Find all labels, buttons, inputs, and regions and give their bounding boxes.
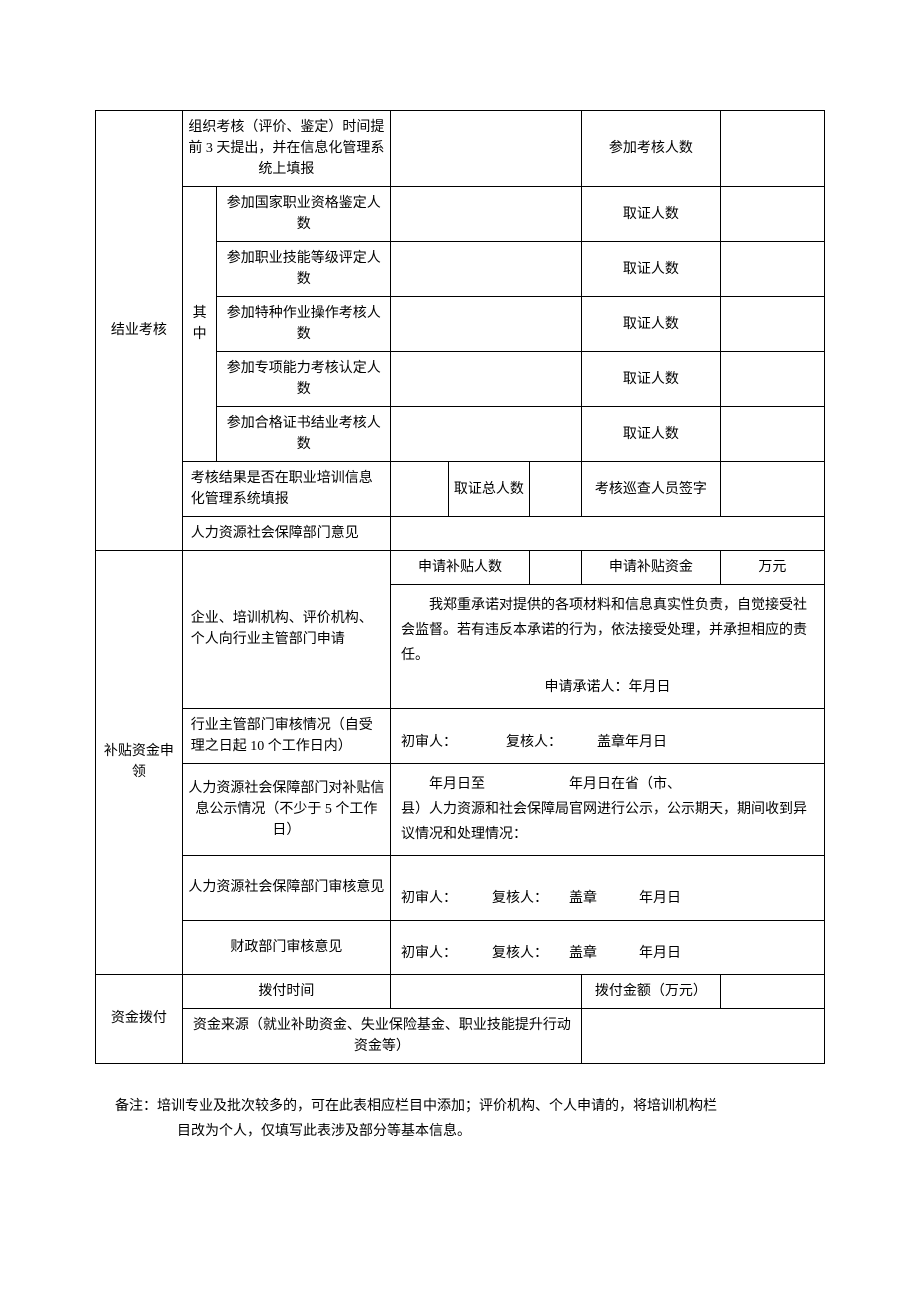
s1-sub2: 参加职业技能等级评定人数 [217, 242, 391, 297]
s1-row7-right: 考核巡查人员签字 [581, 462, 720, 517]
s2-row3-content-cell[interactable]: 年月日至 年月日在省（市、 县）人力资源和社会保障局官网进行公示，公示期天，期间… [391, 763, 825, 856]
s2-sub-a: 申请补贴人数 [391, 551, 530, 585]
s3-row1-right-blank[interactable] [720, 974, 824, 1008]
s1-sub5-right-blank[interactable] [720, 407, 824, 462]
s1-row7-label: 考核结果是否在职业培训信息化管理系统填报 [182, 462, 390, 517]
s3-row1-blank[interactable] [391, 974, 582, 1008]
s1-row1-right-blank[interactable] [720, 111, 824, 187]
s2-row4-content[interactable]: 初审人： 复核人： 盖章 年月日 [391, 856, 825, 920]
s1-sub2-right-blank[interactable] [720, 242, 824, 297]
s1-sub4-right: 取证人数 [581, 352, 720, 407]
section3-title: 资金拨付 [96, 974, 183, 1063]
s1-row8-blank[interactable] [391, 517, 825, 551]
s2-sub-b: 申请补贴资金 [581, 551, 720, 585]
s1-sub3-right-blank[interactable] [720, 297, 824, 352]
s1-sub4-blank[interactable] [391, 352, 582, 407]
s1-sub3-blank[interactable] [391, 297, 582, 352]
s2-row5-label: 财政部门审核意见 [182, 920, 390, 974]
s1-row7-blank1[interactable] [391, 462, 449, 517]
s3-row1-right: 拨付金额（万元） [581, 974, 720, 1008]
section2-title: 补贴资金申领 [96, 551, 183, 975]
notes-line1: 备注：培训专业及批次较多的，可在此表相应栏目中添加；评价机构、个人申请的，将培训… [115, 1094, 825, 1119]
s1-sub5: 参加合格证书结业考核人数 [217, 407, 391, 462]
s1-sub3-right: 取证人数 [581, 297, 720, 352]
s1-row1-blank[interactable] [391, 111, 582, 187]
s2-row5-content[interactable]: 初审人： 复核人： 盖章 年月日 [391, 920, 825, 974]
notes-block: 备注：培训专业及批次较多的，可在此表相应栏目中添加；评价机构、个人申请的，将培训… [95, 1094, 825, 1144]
s1-qizhong: 其中 [182, 187, 217, 462]
s2-row1-label: 企业、培训机构、评价机构、个人向行业主管部门申请 [182, 551, 390, 709]
s1-row8-label: 人力资源社会保障部门意见 [182, 517, 390, 551]
s3-row2-label: 资金来源（就业补助资金、失业保险基金、职业技能提升行动资金等） [182, 1008, 581, 1063]
s2-sub-b-val: 万元 [720, 551, 824, 585]
s1-row7-blank2[interactable] [529, 462, 581, 517]
s2-row2-content[interactable]: 初审人： 复核人： 盖章年月日 [391, 708, 825, 763]
s1-sub1-blank[interactable] [391, 187, 582, 242]
s2-row3-content: 年月日至 年月日在省（市、 县）人力资源和社会保障局官网进行公示，公示期天，期间… [401, 772, 814, 848]
s2-sub-a-blank[interactable] [529, 551, 581, 585]
s2-declaration-sign: 申请承诺人：年月日 [401, 675, 814, 700]
s1-sub3: 参加特种作业操作考核人数 [217, 297, 391, 352]
s1-sub2-right: 取证人数 [581, 242, 720, 297]
s1-row1-right-label: 参加考核人数 [581, 111, 720, 187]
s3-row2-blank[interactable] [581, 1008, 824, 1063]
s1-sub5-right: 取证人数 [581, 407, 720, 462]
s2-declaration-cell: 我郑重承诺对提供的各项材料和信息真实性负责，自觉接受社会监督。若有违反本承诺的行… [391, 585, 825, 709]
notes-line2: 目改为个人，仅填写此表涉及部分等基本信息。 [115, 1119, 825, 1144]
section1-title: 结业考核 [96, 111, 183, 551]
s2-declaration-text: 我郑重承诺对提供的各项材料和信息真实性负责，自觉接受社会监督。若有违反本承诺的行… [401, 593, 814, 669]
form-table: 结业考核 组织考核（评价、鉴定）时间提前 3 天提出，并在信息化管理系统上填报 … [95, 110, 825, 1064]
s1-row1-label: 组织考核（评价、鉴定）时间提前 3 天提出，并在信息化管理系统上填报 [182, 111, 390, 187]
s1-sub1-right-blank[interactable] [720, 187, 824, 242]
s1-sub5-blank[interactable] [391, 407, 582, 462]
s2-row2-label: 行业主管部门审核情况（自受理之日起 10 个工作日内） [182, 708, 390, 763]
s1-sub4: 参加专项能力考核认定人数 [217, 352, 391, 407]
s1-sub1-right: 取证人数 [581, 187, 720, 242]
s1-sub2-blank[interactable] [391, 242, 582, 297]
s2-row4-label: 人力资源社会保障部门审核意见 [182, 856, 390, 920]
s1-sub1: 参加国家职业资格鉴定人数 [217, 187, 391, 242]
s1-row7-right-blank[interactable] [720, 462, 824, 517]
s2-row3-label: 人力资源社会保障部门对补贴信息公示情况（不少于 5 个工作日） [182, 763, 390, 856]
s1-row7-mid: 取证总人数 [448, 462, 529, 517]
s1-sub4-right-blank[interactable] [720, 352, 824, 407]
s3-row1-label: 拨付时间 [182, 974, 390, 1008]
